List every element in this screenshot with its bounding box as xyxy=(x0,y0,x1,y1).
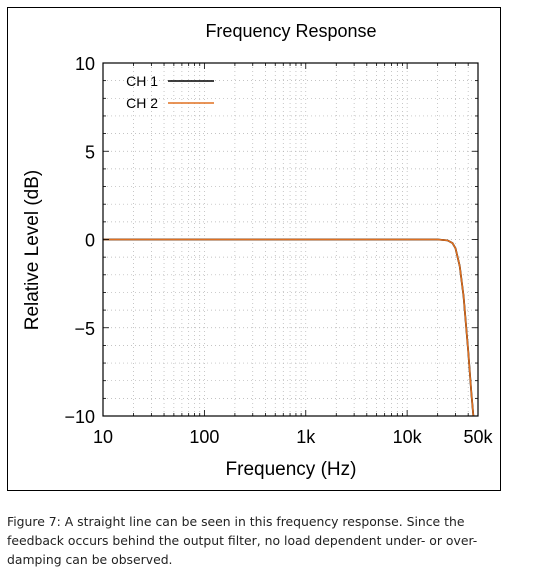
chart-title: Frequency Response xyxy=(205,21,376,41)
y-tick-label: −5 xyxy=(74,319,95,339)
x-tick-label: 100 xyxy=(189,427,219,447)
y-tick-label: 10 xyxy=(75,54,95,74)
x-tick-label: 10k xyxy=(393,427,423,447)
series-lines xyxy=(103,238,475,417)
x-tick-label: 1k xyxy=(296,427,316,447)
x-tick-label: 10 xyxy=(93,427,113,447)
y-tick-label: 0 xyxy=(85,231,95,251)
y-tick-label: 5 xyxy=(85,142,95,162)
y-axis-label: Relative Level (dB) xyxy=(22,170,43,331)
series-line-ch1 xyxy=(103,238,475,417)
legend-label-ch1: CH 1 xyxy=(126,73,158,89)
x-axis-label: Frequency (Hz) xyxy=(226,459,357,480)
y-tick-label: −10 xyxy=(64,407,95,427)
frequency-response-chart: 10 100 1k 10k 50k 10 5 0 −5 −10 Frequency Respons… xyxy=(22,21,494,480)
series-line-ch2 xyxy=(103,238,475,417)
x-tick-label: 50k xyxy=(463,427,493,447)
axis-ticks: 10 100 1k 10k 50k 10 5 0 −5 −10 xyxy=(64,54,493,447)
figure-frame: 10 100 1k 10k 50k 10 5 0 −5 −10 Frequency Respons… xyxy=(7,7,501,491)
figure-caption: Figure 7: A straight line can be seen in… xyxy=(7,514,478,567)
legend-label-ch2: CH 2 xyxy=(126,95,158,111)
legend: CH 1 CH 2 xyxy=(126,73,214,111)
